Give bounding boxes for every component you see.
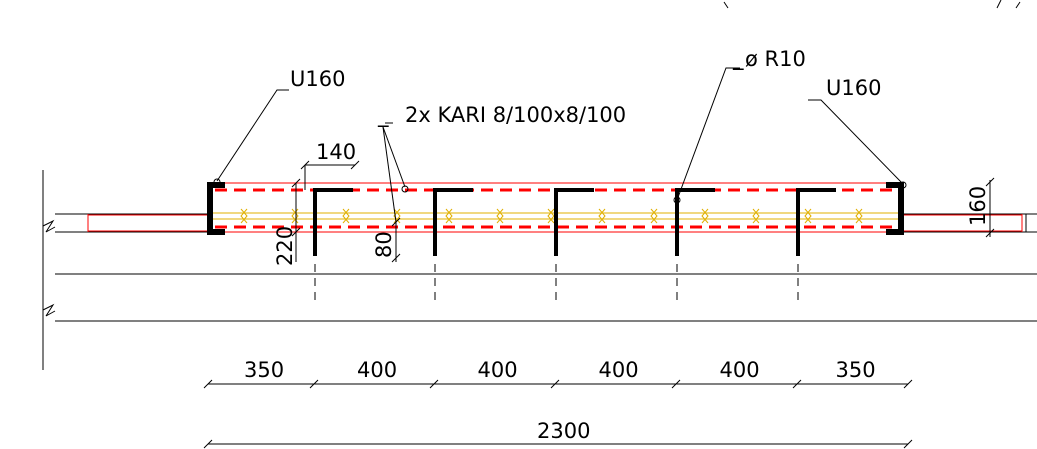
anchor-bar (798, 190, 836, 256)
mesh-label: 2x KARI 8/100x8/100 (405, 103, 626, 127)
dim-segment-label: 400 (478, 358, 518, 382)
mesh-marker-x (702, 209, 708, 223)
dim-140 (301, 161, 359, 190)
anchor-marker: _ (732, 46, 744, 71)
dim-segment-label: 400 (357, 358, 397, 382)
dim-80-label: 80 (372, 231, 396, 258)
dim-140-label: 140 (316, 140, 356, 164)
mesh-marker-x (343, 209, 349, 223)
slab-stub-left (55, 214, 208, 232)
dim-labels: 350 400 400 400 400 350 (244, 358, 876, 382)
mesh-marker-x (548, 209, 554, 223)
left-wall-break (43, 170, 55, 370)
mesh-marker: _ (377, 103, 389, 128)
anchor-bar (435, 190, 473, 256)
mesh-marker-x (599, 209, 605, 223)
left-channel-label: U160 (290, 67, 345, 91)
anchor-label: ø R10 (745, 47, 806, 71)
mesh-marker-x (446, 209, 452, 223)
mesh-marker-x (856, 209, 862, 223)
dim-segment-label: 400 (599, 358, 639, 382)
floor-lines (55, 274, 1037, 321)
left-channel (210, 185, 225, 232)
dim-segment-label: 350 (244, 358, 284, 382)
cropped-text-fragment (724, 0, 1020, 8)
anchor-bar (315, 190, 353, 256)
anchor-bar (677, 190, 715, 256)
dim-160-label: 160 (966, 186, 990, 226)
mesh-marker-x (292, 209, 298, 223)
mesh-marker-x (805, 209, 811, 223)
mesh-marker-x (753, 209, 759, 223)
dim-segment-label: 350 (836, 358, 876, 382)
dim-total-label: 2300 (537, 419, 590, 443)
dim-segment-label: 400 (720, 358, 760, 382)
mesh-marker-x (241, 209, 247, 223)
right-channel (886, 185, 901, 232)
anchor-bar (556, 190, 594, 256)
right-channel-label: U160 (826, 76, 881, 100)
dim-220-label: 220 (273, 226, 297, 266)
mesh-marker-x (497, 209, 503, 223)
mesh-marker-x (651, 209, 657, 223)
